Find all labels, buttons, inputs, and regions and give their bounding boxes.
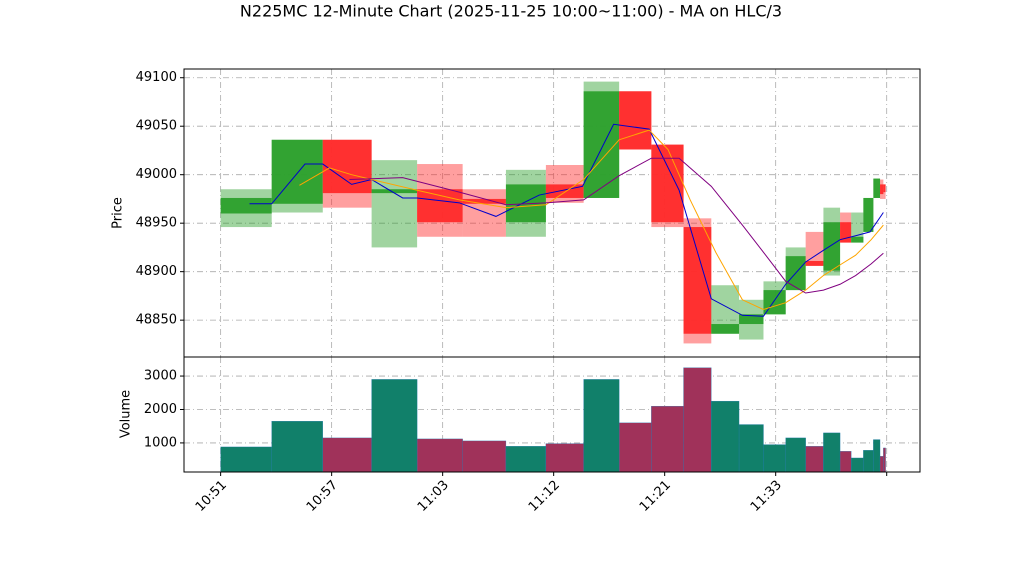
volume-bar [416, 438, 463, 473]
chart-title: N225MC 12-Minute Chart (2025-11-25 10:00… [240, 2, 782, 21]
y-tick-label: 2000 [144, 402, 177, 417]
volume-bar [651, 405, 684, 473]
x-tick-label: 10:51 [193, 478, 230, 515]
candle-body [840, 222, 852, 243]
candle-body [220, 197, 272, 214]
y-tick-label: 48950 [136, 216, 177, 231]
candle-body [683, 227, 712, 334]
volume-bar [785, 437, 806, 473]
y-tick-label: 48900 [136, 264, 177, 279]
candle-body [739, 314, 764, 325]
volume-bar [879, 456, 884, 473]
volume-bar [462, 440, 507, 473]
candle-wick [371, 160, 418, 248]
x-tick-label: 10:57 [304, 478, 341, 515]
candle-body [371, 189, 418, 194]
volume-bar [371, 379, 418, 473]
candle-body [823, 222, 841, 271]
x-tick-label: 11:03 [415, 478, 452, 515]
volume-bar [873, 439, 881, 473]
candle-body [322, 139, 372, 194]
candle-body [651, 144, 684, 223]
candle-body [417, 189, 463, 223]
candle-body [711, 324, 740, 334]
plot-frame [183, 356, 921, 473]
y-tick-label: 49000 [136, 167, 177, 182]
candle-wick [851, 212, 864, 243]
candle-body [619, 91, 652, 150]
x-tick-label: 11:33 [748, 478, 785, 515]
volume-bar [619, 422, 652, 473]
volume-bar [823, 432, 841, 473]
candle-body [851, 236, 864, 243]
volume-bar [583, 379, 620, 473]
y-axis-label: Volume [119, 390, 134, 438]
x-tick-label: 11:21 [637, 478, 674, 515]
y-tick-label: 49100 [136, 70, 177, 85]
candle-wick [462, 189, 506, 237]
candle-body [883, 184, 886, 193]
volume-bar [839, 451, 852, 473]
volume-bar [805, 446, 824, 473]
volume-bar [763, 444, 786, 473]
moving-average-line [299, 129, 884, 311]
moving-average-line [349, 157, 884, 294]
volume-bar [220, 446, 272, 473]
y-tick-label: 1000 [144, 435, 177, 450]
candle-body [583, 91, 620, 198]
candle-wick [805, 231, 824, 266]
volume-bar [711, 400, 740, 473]
volume-bar [738, 424, 764, 473]
volume-bar [851, 457, 864, 473]
x-tick-label: 11:12 [526, 478, 563, 515]
volume-bar [863, 450, 874, 473]
candle-body [880, 184, 884, 195]
candle-body [863, 197, 874, 232]
y-tick-label: 3000 [144, 369, 177, 384]
y-tick-label: 48850 [136, 313, 177, 328]
candle-body [873, 178, 881, 198]
volume-bar [883, 447, 886, 473]
candle-body [545, 184, 584, 198]
candle-body [462, 198, 506, 204]
y-tick-label: 49050 [136, 119, 177, 134]
y-axis-label: Price [111, 197, 126, 229]
volume-bar [545, 443, 584, 473]
volume-bar [505, 446, 547, 473]
volume-bar [322, 437, 372, 473]
moving-average-line [249, 123, 884, 317]
plot-frame [183, 68, 921, 358]
volume-bar [271, 421, 323, 473]
candle-body [805, 261, 824, 266]
volume-bar [683, 367, 712, 473]
